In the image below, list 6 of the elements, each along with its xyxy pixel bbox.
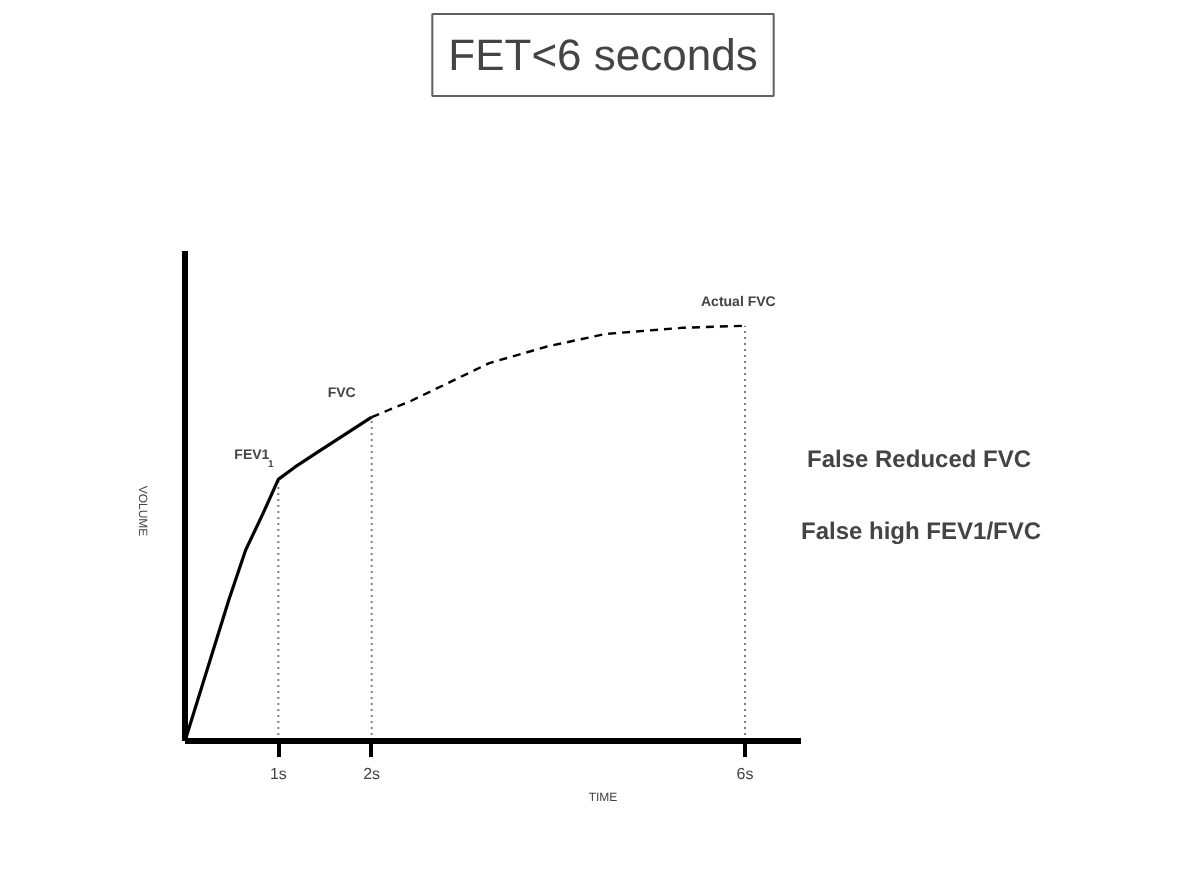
x-tick-label: 1s xyxy=(269,765,287,783)
chart-title: FET<6 seconds xyxy=(448,30,758,80)
text: False Reduced FVC xyxy=(807,445,1032,473)
annotation: False high FEV1/FVC xyxy=(801,517,1042,545)
x-tick-label: 6s xyxy=(736,765,754,783)
x-tick-label: 2s xyxy=(363,765,381,783)
